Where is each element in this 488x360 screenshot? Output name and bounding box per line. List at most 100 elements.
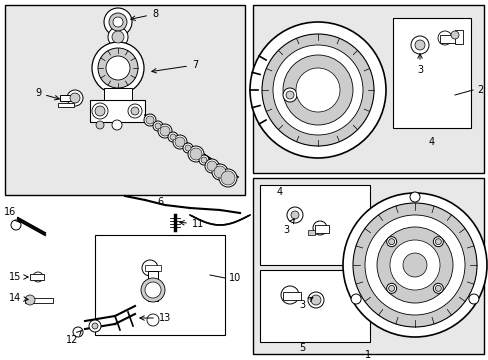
Circle shape xyxy=(468,294,478,304)
Circle shape xyxy=(146,116,154,124)
Circle shape xyxy=(281,286,298,304)
Circle shape xyxy=(143,114,156,126)
Bar xyxy=(252,5,483,173)
Circle shape xyxy=(113,17,123,27)
Circle shape xyxy=(160,126,170,136)
Circle shape xyxy=(112,31,124,43)
Circle shape xyxy=(183,143,193,153)
Bar xyxy=(307,230,314,235)
Circle shape xyxy=(98,48,138,88)
Circle shape xyxy=(414,40,424,50)
Circle shape xyxy=(432,237,443,247)
Circle shape xyxy=(310,295,320,305)
Circle shape xyxy=(388,285,394,291)
Circle shape xyxy=(214,166,225,178)
Text: 15: 15 xyxy=(9,272,28,282)
Bar xyxy=(104,88,132,100)
Text: 11: 11 xyxy=(180,219,203,229)
Text: 13: 13 xyxy=(140,313,171,323)
Circle shape xyxy=(221,171,235,185)
Circle shape xyxy=(434,285,441,291)
Circle shape xyxy=(410,36,428,54)
Circle shape xyxy=(206,161,217,171)
Circle shape xyxy=(142,260,158,276)
Circle shape xyxy=(67,90,83,106)
Circle shape xyxy=(450,31,458,39)
Text: 8: 8 xyxy=(130,9,158,21)
Circle shape xyxy=(89,320,101,332)
Text: 14: 14 xyxy=(9,293,28,303)
Circle shape xyxy=(106,56,130,80)
Circle shape xyxy=(342,193,486,337)
Circle shape xyxy=(386,283,396,293)
Circle shape xyxy=(109,13,127,31)
Circle shape xyxy=(184,145,191,151)
Circle shape xyxy=(96,121,104,129)
Circle shape xyxy=(285,91,293,99)
Circle shape xyxy=(312,221,326,235)
Bar xyxy=(5,5,244,195)
Circle shape xyxy=(92,42,143,94)
Bar xyxy=(90,100,145,122)
Bar xyxy=(60,95,72,101)
Circle shape xyxy=(25,295,35,305)
Bar xyxy=(30,274,44,280)
Circle shape xyxy=(204,159,219,173)
Bar xyxy=(260,185,369,265)
Text: 2: 2 xyxy=(476,85,482,95)
Circle shape xyxy=(190,148,202,160)
Bar xyxy=(148,271,158,301)
Circle shape xyxy=(199,155,208,165)
Circle shape xyxy=(402,253,426,277)
Circle shape xyxy=(386,237,396,247)
Circle shape xyxy=(219,169,237,187)
Bar xyxy=(58,103,74,107)
Circle shape xyxy=(11,220,21,230)
Circle shape xyxy=(249,22,385,158)
Circle shape xyxy=(95,106,105,116)
Text: 10: 10 xyxy=(228,273,241,283)
Text: 9: 9 xyxy=(35,88,59,100)
Circle shape xyxy=(283,88,296,102)
Circle shape xyxy=(350,294,360,304)
Text: 6: 6 xyxy=(157,197,163,207)
Circle shape xyxy=(290,211,298,219)
Circle shape xyxy=(108,27,128,47)
Text: 3: 3 xyxy=(283,219,294,235)
Bar xyxy=(314,225,328,233)
Circle shape xyxy=(389,240,439,290)
Circle shape xyxy=(131,107,139,115)
Bar xyxy=(283,292,301,300)
Bar xyxy=(252,178,483,354)
Text: 16: 16 xyxy=(4,207,20,222)
Circle shape xyxy=(262,34,373,146)
Circle shape xyxy=(92,323,98,329)
Text: 3: 3 xyxy=(298,297,312,310)
Bar xyxy=(25,298,53,303)
Bar xyxy=(95,235,224,335)
Text: 1: 1 xyxy=(364,350,370,360)
Circle shape xyxy=(212,164,227,180)
Circle shape xyxy=(295,68,339,112)
Circle shape xyxy=(409,192,419,202)
Bar xyxy=(439,35,457,43)
Circle shape xyxy=(168,132,178,142)
Circle shape xyxy=(187,146,203,162)
Circle shape xyxy=(286,207,303,223)
Circle shape xyxy=(104,8,132,36)
Circle shape xyxy=(388,239,394,245)
Circle shape xyxy=(175,137,184,147)
Text: 3: 3 xyxy=(416,54,422,75)
Bar xyxy=(454,30,462,44)
Circle shape xyxy=(128,104,142,118)
Bar xyxy=(392,18,470,128)
Text: 4: 4 xyxy=(276,187,283,197)
Text: 4: 4 xyxy=(428,137,434,147)
Circle shape xyxy=(376,227,452,303)
Circle shape xyxy=(437,31,451,45)
Circle shape xyxy=(147,314,159,326)
Circle shape xyxy=(432,283,443,293)
Circle shape xyxy=(145,282,161,298)
Circle shape xyxy=(283,55,352,125)
Circle shape xyxy=(272,45,362,135)
